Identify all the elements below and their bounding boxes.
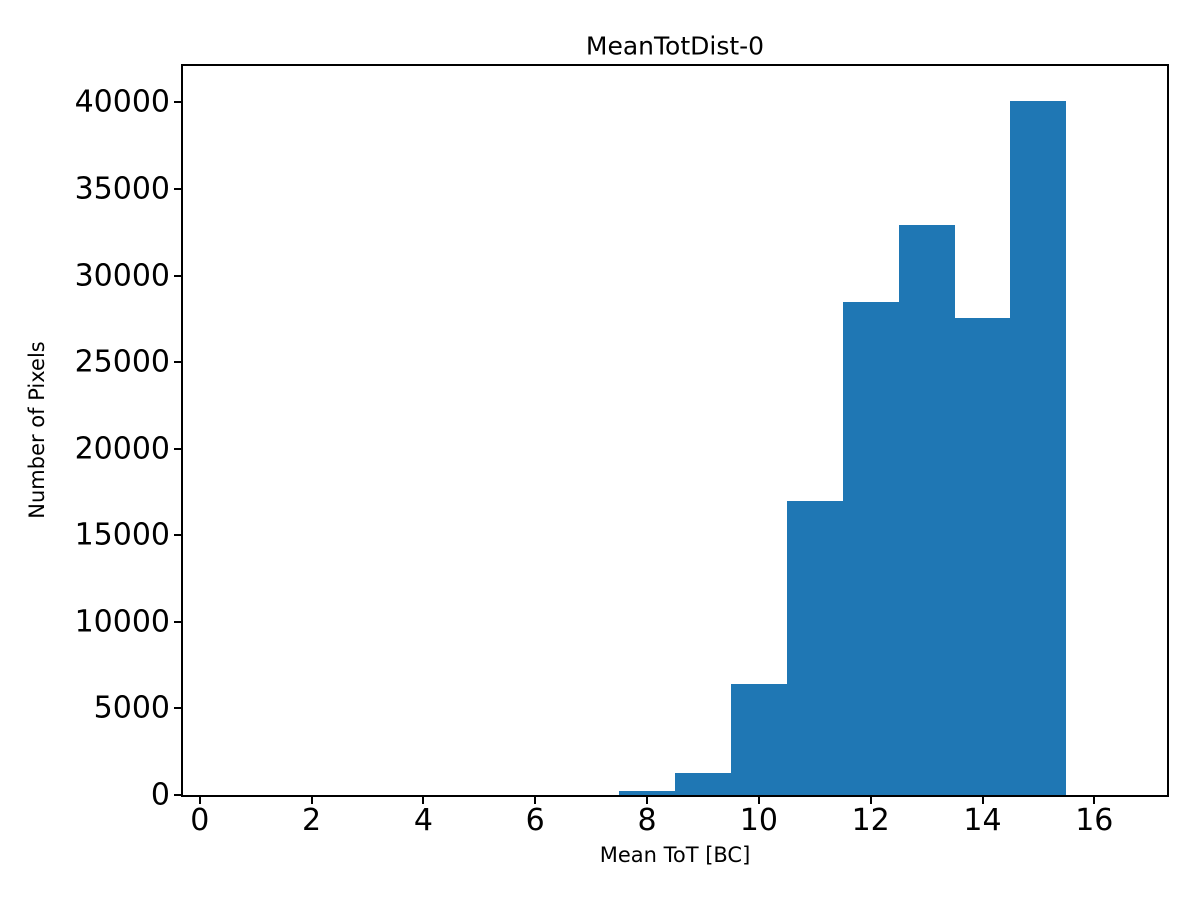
- x-tick-label: 2: [302, 803, 322, 838]
- histogram-bar: [898, 225, 955, 795]
- x-tick-mark: [981, 797, 984, 804]
- histogram-bar: [1010, 100, 1067, 795]
- x-tick-label: 4: [413, 803, 433, 838]
- y-tick-label: 20000: [74, 431, 170, 467]
- y-tick-label: 0: [150, 777, 170, 813]
- y-tick-label: 15000: [74, 517, 170, 553]
- histogram-bar: [786, 500, 843, 795]
- histogram-bar: [730, 684, 787, 795]
- y-tick-mark: [174, 361, 181, 364]
- histogram-bar: [619, 790, 675, 795]
- y-tick-mark: [174, 274, 181, 277]
- x-tick-mark: [422, 797, 425, 804]
- x-tick-label: 8: [637, 803, 657, 838]
- x-tick-mark: [310, 797, 313, 804]
- y-tick-mark: [174, 794, 181, 796]
- y-tick-mark: [174, 447, 181, 450]
- y-axis-label: Number of Pixels: [25, 341, 49, 519]
- y-tick-label: 30000: [74, 258, 170, 294]
- histogram-bar: [842, 302, 899, 795]
- y-tick-mark: [174, 707, 181, 710]
- x-tick-mark: [1093, 797, 1096, 804]
- x-tick-mark: [757, 797, 760, 804]
- x-tick-label: 16: [1075, 803, 1114, 838]
- x-tick-label: 14: [963, 803, 1002, 838]
- y-tick-mark: [174, 101, 181, 104]
- y-tick-label: 10000: [74, 604, 170, 640]
- x-tick-mark: [198, 797, 201, 804]
- histogram-bar: [675, 773, 731, 795]
- y-tick-label: 5000: [93, 690, 170, 726]
- x-axis-label: Mean ToT [BC]: [599, 843, 751, 867]
- y-tick-mark: [174, 534, 181, 537]
- x-tick-label: 10: [739, 803, 778, 838]
- y-tick-label: 40000: [74, 84, 170, 120]
- x-tick-label: 6: [525, 803, 545, 838]
- x-tick-label: 0: [190, 803, 210, 838]
- x-tick-mark: [534, 797, 537, 804]
- y-tick-label: 25000: [74, 344, 170, 380]
- y-tick-mark: [174, 187, 181, 190]
- x-tick-mark: [869, 797, 872, 804]
- y-tick-label: 35000: [74, 171, 170, 207]
- histogram-bar: [954, 317, 1011, 795]
- x-tick-mark: [646, 797, 649, 804]
- y-tick-mark: [174, 620, 181, 623]
- x-tick-label: 12: [851, 803, 890, 838]
- chart-title: MeanTotDist-0: [585, 31, 765, 61]
